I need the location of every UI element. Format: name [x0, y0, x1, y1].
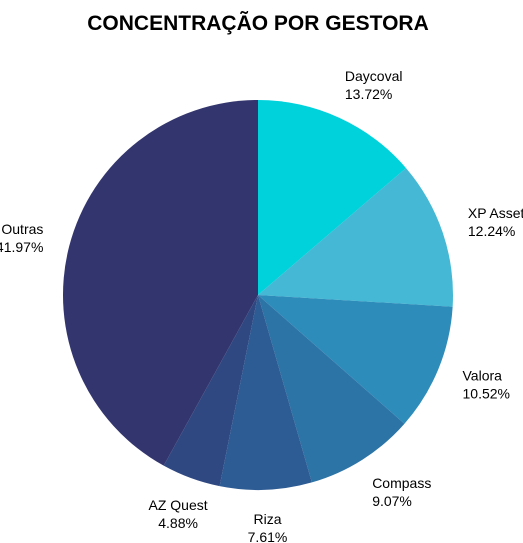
- chart-title: CONCENTRAÇÃO POR GESTORA: [87, 12, 428, 35]
- slice-label-daycoval: Daycoval: [345, 68, 403, 84]
- slice-label-xp-asset: XP Asset: [468, 205, 523, 221]
- slice-value-compass: 9.07%: [372, 493, 412, 509]
- pie-slice-daycoval: [258, 100, 407, 295]
- slice-label-compass: Compass: [372, 475, 431, 491]
- pie-slice-compass: [258, 295, 405, 483]
- slice-label-outras: Outras: [1, 221, 43, 237]
- slice-value-riza: 7.61%: [248, 529, 288, 543]
- slice-labels: Daycoval 13.72% XP Asset 12.24% Valora 10.52%…: [0, 68, 523, 543]
- pie-slice-xp-asset: [258, 168, 454, 307]
- slice-label-az-quest: AZ Quest: [149, 497, 208, 513]
- pie-slices: [62, 99, 454, 490]
- slice-value-outras: 41.97%: [0, 239, 43, 255]
- pie-slice-outras: [62, 99, 258, 466]
- slice-value-valora: 10.52%: [463, 385, 510, 401]
- pie-slice-valora: [258, 295, 453, 424]
- pie-slice-riza: [219, 295, 312, 490]
- slice-label-valora: Valora: [463, 367, 503, 383]
- pie-slice-az-quest: [163, 295, 258, 487]
- slice-label-riza: Riza: [253, 511, 281, 527]
- slice-value-az-quest: 4.88%: [158, 515, 198, 531]
- slice-value-daycoval: 13.72%: [345, 86, 392, 102]
- slice-value-xp-asset: 12.24%: [468, 223, 515, 239]
